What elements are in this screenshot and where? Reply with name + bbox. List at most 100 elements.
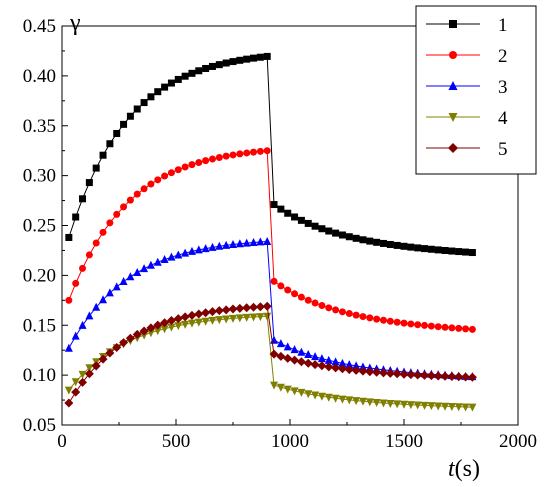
data-point (386, 399, 395, 408)
data-point (413, 370, 423, 380)
data-point (317, 361, 327, 371)
data-point (208, 242, 217, 251)
data-point (421, 245, 429, 253)
data-point (64, 386, 73, 395)
data-point (140, 331, 149, 340)
data-point (318, 302, 326, 310)
data-point (222, 152, 230, 160)
data-point (85, 251, 93, 259)
data-point (297, 347, 306, 356)
data-point (256, 237, 265, 246)
series-5 (64, 301, 477, 408)
data-point (297, 216, 305, 224)
data-point (332, 229, 340, 237)
data-point (378, 368, 388, 378)
data-point (174, 166, 182, 174)
data-point (153, 257, 162, 266)
data-point (125, 333, 135, 343)
x-axis-unit: (s) (455, 456, 480, 482)
x-tick-label: 1000 (271, 431, 309, 452)
data-point (188, 69, 196, 77)
data-point (297, 293, 305, 301)
data-point (318, 225, 326, 233)
data-point (461, 403, 470, 412)
data-point (188, 161, 196, 169)
data-point (373, 315, 381, 323)
legend-label: 4 (498, 108, 508, 129)
data-point (160, 325, 169, 334)
legend-item-5: 5 (426, 139, 508, 160)
data-point (140, 264, 149, 273)
data-point (440, 371, 450, 381)
data-point (181, 320, 190, 329)
data-point (201, 317, 210, 326)
data-point (147, 180, 155, 188)
data-point (414, 244, 422, 252)
data-point (345, 396, 354, 405)
data-point (154, 88, 162, 96)
data-point (249, 237, 258, 246)
series-4 (64, 312, 477, 412)
data-point (167, 169, 175, 177)
series-line (68, 150, 473, 330)
data-point (215, 316, 224, 325)
series-3 (64, 236, 477, 381)
data-point (167, 79, 175, 87)
data-point (72, 279, 80, 287)
data-point (365, 398, 374, 407)
data-point (187, 246, 196, 255)
data-point (78, 377, 88, 387)
data-point (441, 402, 450, 411)
data-point (441, 323, 449, 331)
data-point (386, 317, 394, 325)
data-point (332, 306, 340, 314)
data-point (166, 316, 176, 326)
data-point (64, 343, 73, 352)
data-point (434, 323, 442, 331)
data-point (276, 339, 285, 348)
data-point (64, 398, 74, 408)
data-point (407, 320, 415, 328)
data-point (325, 227, 333, 235)
y-tick-label: 0.35 (23, 116, 56, 137)
data-point (250, 148, 258, 156)
data-point (91, 361, 101, 371)
data-point (448, 113, 458, 122)
data-point (229, 151, 237, 159)
data-point (448, 247, 456, 255)
data-point (207, 307, 217, 317)
data-point (331, 357, 340, 366)
data-point (215, 153, 223, 161)
data-point (208, 316, 217, 325)
data-point (99, 151, 107, 159)
data-point (79, 195, 87, 203)
data-point (449, 20, 457, 28)
data-point (283, 385, 292, 394)
data-point (358, 362, 367, 371)
data-point (325, 304, 333, 312)
data-point (345, 360, 354, 369)
data-point (427, 322, 435, 330)
data-point (290, 355, 300, 365)
data-point (214, 306, 224, 316)
data-point (385, 368, 395, 378)
data-point (235, 303, 245, 313)
data-point (400, 242, 408, 250)
data-point (72, 213, 80, 221)
data-point (277, 205, 285, 213)
data-point (263, 236, 272, 245)
data-point (255, 302, 265, 312)
data-point (79, 264, 87, 272)
data-point (181, 72, 189, 80)
data-point (243, 149, 251, 157)
data-point (366, 314, 374, 322)
data-point (420, 370, 430, 380)
data-point (195, 159, 203, 167)
data-point (242, 303, 252, 313)
data-point (140, 99, 148, 107)
data-point (400, 400, 408, 409)
data-point (311, 352, 320, 361)
legend-label: 2 (498, 46, 508, 67)
data-point (139, 326, 149, 336)
data-point (119, 277, 128, 286)
